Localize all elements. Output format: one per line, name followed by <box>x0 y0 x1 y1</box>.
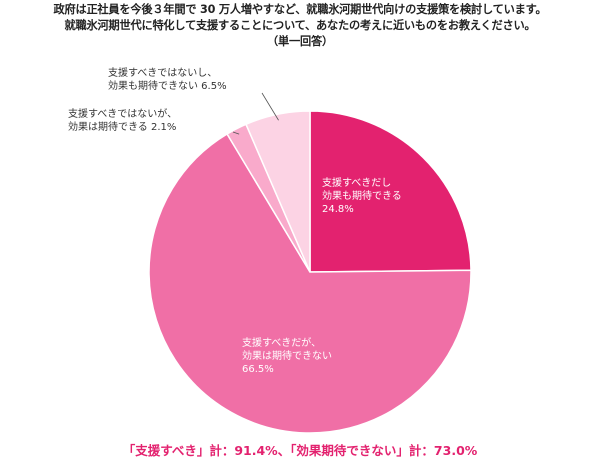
slice-label-no-support-effective: 支援すべきではないが、 効果は期待できる 2.1% <box>68 108 177 134</box>
slice-label-line: 支援すべきだが、 <box>242 338 322 349</box>
slice-label-line: 効果は期待できる 2.1% <box>68 122 177 133</box>
pie-slices <box>148 110 472 434</box>
slice-value: 24.8% <box>322 204 354 215</box>
slice-no-support-not-effective <box>245 110 311 273</box>
slice-value: 66.5% <box>242 364 274 375</box>
slice-label-line: 支援すべきではないが、 <box>68 109 178 120</box>
leader-line-no-support-effective <box>232 131 240 135</box>
slice-label-no-support-not-effective: 支援すべきではないし、 効果も期待できない 6.5% <box>108 67 227 93</box>
slice-label-line: 効果は期待できない <box>242 351 332 362</box>
slice-support-not-effective <box>148 132 472 434</box>
title-line-3: （単一回答） <box>267 35 333 48</box>
summary-note: 「支援すべき」計：91.4%、「効果期待できない」計：73.0% <box>122 443 478 458</box>
leader-lines <box>232 92 279 135</box>
title-line-2: 就職氷河期世代に特化して支援することについて、あなたの考えに近いものをお教えくだ… <box>64 19 536 32</box>
slice-label-line: 支援すべきではないし、 <box>108 68 218 79</box>
title-line-1: 政府は正社員を今後３年間で 30 万人増やすなど、就職氷河期世代向けの支援策を検… <box>53 3 547 16</box>
slice-label-line: 支援すべきだし <box>322 178 392 189</box>
slice-label-support-not-effective: 支援すべきだが、 効果は期待できない 66.5% <box>242 337 332 376</box>
slice-label-line: 効果も期待できる <box>322 191 402 202</box>
slice-label-line: 効果も期待できない 6.5% <box>108 81 227 92</box>
chart-title: 政府は正社員を今後３年間で 30 万人増やすなど、就職氷河期世代向けの支援策を検… <box>0 2 600 50</box>
leader-line-no-support-not-effective <box>261 92 279 121</box>
slice-label-support-effective: 支援すべきだし 効果も期待できる 24.8% <box>322 177 402 216</box>
slice-support-effective <box>309 110 472 273</box>
